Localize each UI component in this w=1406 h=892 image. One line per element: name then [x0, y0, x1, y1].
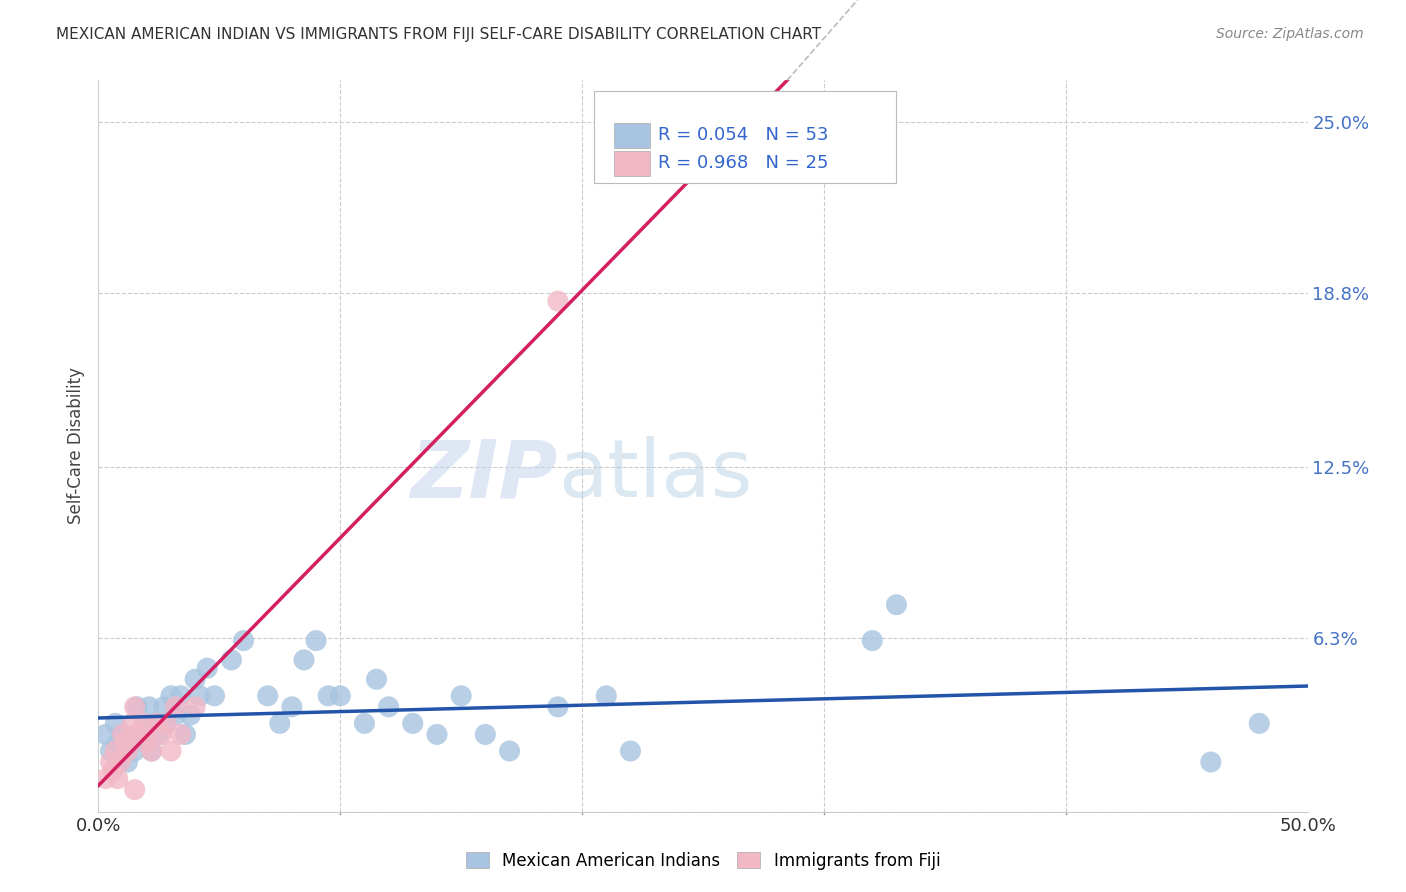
Point: [117, 744, 139, 758]
Point: [1249, 716, 1271, 731]
FancyBboxPatch shape: [613, 151, 650, 177]
Point: [100, 744, 122, 758]
Point: [179, 708, 201, 723]
Point: [160, 689, 183, 703]
Point: [121, 716, 143, 731]
Point: [188, 689, 211, 703]
Point: [152, 699, 174, 714]
Text: atlas: atlas: [558, 436, 752, 515]
Text: ZIP: ZIP: [411, 436, 558, 515]
Point: [150, 727, 173, 741]
Text: R = 0.968   N = 25: R = 0.968 N = 25: [658, 154, 828, 172]
Text: Source: ZipAtlas.com: Source: ZipAtlas.com: [1216, 27, 1364, 41]
Point: [111, 727, 134, 741]
Point: [165, 708, 187, 723]
Text: MEXICAN AMERICAN INDIAN VS IMMIGRANTS FROM FIJI SELF-CARE DISABILITY CORRELATION: MEXICAN AMERICAN INDIAN VS IMMIGRANTS FR…: [56, 27, 821, 42]
Point: [474, 727, 496, 741]
Point: [169, 689, 191, 703]
FancyBboxPatch shape: [613, 123, 650, 148]
Point: [114, 744, 136, 758]
Point: [107, 772, 129, 786]
Point: [256, 689, 278, 703]
Point: [135, 736, 157, 750]
Point: [547, 294, 569, 309]
Point: [108, 755, 131, 769]
Point: [860, 633, 883, 648]
Point: [195, 661, 218, 675]
Point: [886, 598, 908, 612]
Point: [281, 699, 304, 714]
Point: [1199, 755, 1222, 769]
Point: [402, 716, 425, 731]
Point: [221, 653, 243, 667]
Point: [101, 764, 124, 778]
Point: [155, 716, 177, 731]
Point: [141, 744, 163, 758]
Text: R = 0.054   N = 53: R = 0.054 N = 53: [658, 126, 828, 144]
Point: [111, 727, 134, 741]
Point: [145, 716, 167, 731]
Point: [108, 755, 131, 769]
Point: [160, 744, 183, 758]
Point: [232, 633, 254, 648]
Point: [377, 699, 399, 714]
Point: [184, 672, 207, 686]
Point: [148, 727, 170, 741]
Point: [426, 727, 449, 741]
Point: [619, 744, 641, 758]
Point: [155, 716, 177, 731]
Point: [316, 689, 339, 703]
Point: [547, 699, 569, 714]
Point: [131, 727, 153, 741]
Point: [169, 727, 191, 741]
Point: [124, 699, 146, 714]
Point: [305, 633, 328, 648]
Point: [204, 689, 226, 703]
Point: [100, 755, 122, 769]
Point: [141, 744, 163, 758]
Point: [134, 716, 156, 731]
Point: [174, 727, 197, 741]
Point: [114, 736, 136, 750]
Point: [450, 689, 472, 703]
Point: [134, 716, 156, 731]
Point: [184, 699, 207, 714]
Point: [269, 716, 291, 731]
Point: [329, 689, 352, 703]
Y-axis label: Self-Care Disability: Self-Care Disability: [67, 368, 86, 524]
Point: [131, 727, 153, 741]
Point: [165, 699, 187, 714]
Point: [117, 755, 139, 769]
Point: [118, 736, 141, 750]
Point: [595, 689, 617, 703]
Point: [145, 716, 167, 731]
Point: [124, 782, 146, 797]
Point: [127, 699, 149, 714]
Point: [124, 744, 146, 758]
Point: [104, 744, 127, 758]
Point: [135, 736, 157, 750]
Point: [107, 736, 129, 750]
Point: [353, 716, 375, 731]
Point: [94, 772, 117, 786]
FancyBboxPatch shape: [595, 91, 897, 183]
Point: [138, 699, 160, 714]
Point: [127, 727, 149, 741]
Point: [498, 744, 520, 758]
Legend: Mexican American Indians, Immigrants from Fiji: Mexican American Indians, Immigrants fro…: [458, 846, 948, 877]
Point: [366, 672, 388, 686]
Point: [94, 727, 117, 741]
Point: [292, 653, 315, 667]
Point: [104, 716, 127, 731]
